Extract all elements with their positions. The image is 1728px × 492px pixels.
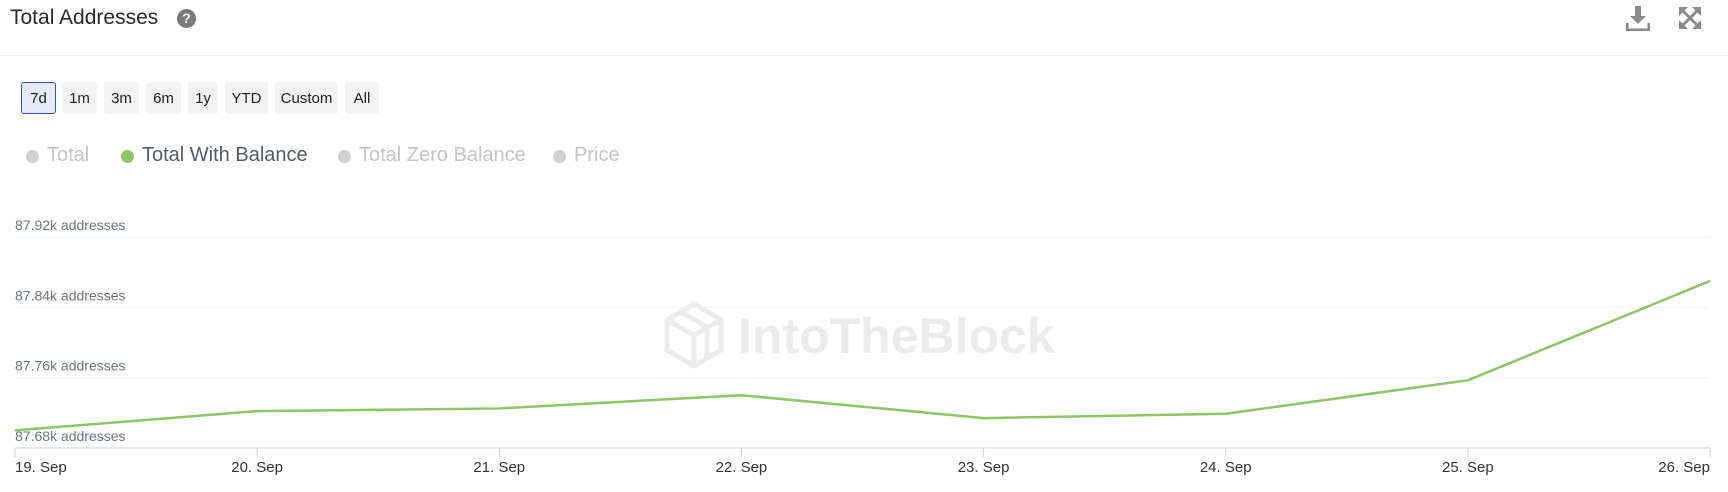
legend-label: Total With Balance [142, 144, 308, 166]
legend-label: Total Zero Balance [359, 144, 526, 166]
range-custom-button[interactable]: Custom [275, 82, 338, 114]
help-icon[interactable]: ? [177, 9, 196, 28]
y-axis: 87.68k addresses 87.76k addresses 87.84k a… [15, 217, 126, 444]
x-tick-label: 21. Sep [473, 459, 525, 476]
x-tick-label: 19. Sep [15, 459, 67, 476]
legend-dot [26, 150, 39, 163]
x-axis: 19. Sep 20. Sep 21. Sep 22. Sep 23. Sep 24. S… [14, 447, 1711, 476]
x-tick-label: 24. Sep [1200, 459, 1252, 476]
series-line [14, 279, 1711, 432]
data-point [14, 429, 16, 431]
data-point [983, 417, 985, 419]
range-1m-button[interactable]: 1m [62, 82, 97, 114]
data-point [498, 407, 500, 409]
chart-header: Total Addresses ? [0, 0, 1728, 56]
x-tick-label: 26. Sep [1658, 459, 1710, 476]
watermark-text: IntoTheBlock [738, 308, 1055, 364]
range-3m-button[interactable]: 3m [104, 82, 139, 114]
download-icon[interactable] [1626, 5, 1650, 31]
x-tick-label: 25. Sep [1442, 459, 1494, 476]
range-7d-button[interactable]: 7d [21, 82, 56, 114]
chart-title: Total Addresses [10, 6, 159, 29]
legend-label: Total [47, 144, 90, 166]
watermark-logo-icon [664, 301, 724, 369]
data-point [1467, 379, 1469, 381]
y-tick-label: 87.76k addresses [15, 358, 126, 374]
legend-dot [553, 150, 566, 163]
range-all-button[interactable]: All [345, 82, 379, 114]
x-tick-label: 23. Sep [958, 459, 1010, 476]
data-point [1709, 280, 1711, 282]
legend-dot [338, 150, 351, 163]
legend-label: Price [574, 144, 620, 166]
legend-dot [121, 150, 134, 163]
expand-icon[interactable] [1678, 6, 1702, 30]
range-6m-button[interactable]: 6m [146, 82, 181, 114]
watermark: IntoTheBlock [664, 301, 1055, 369]
range-ytd-button[interactable]: YTD [225, 82, 268, 114]
series-layer [14, 279, 1711, 432]
range-1y-button[interactable]: 1y [188, 82, 218, 114]
x-tick-label: 20. Sep [231, 459, 283, 476]
grid [15, 236, 1710, 379]
x-tick-label: 22. Sep [716, 459, 768, 476]
data-point [256, 410, 258, 412]
data-point [1225, 413, 1227, 415]
y-tick-label: 87.92k addresses [15, 217, 126, 233]
y-tick-label: 87.68k addresses [15, 428, 126, 444]
data-point [740, 394, 742, 396]
y-tick-label: 87.84k addresses [15, 287, 126, 303]
